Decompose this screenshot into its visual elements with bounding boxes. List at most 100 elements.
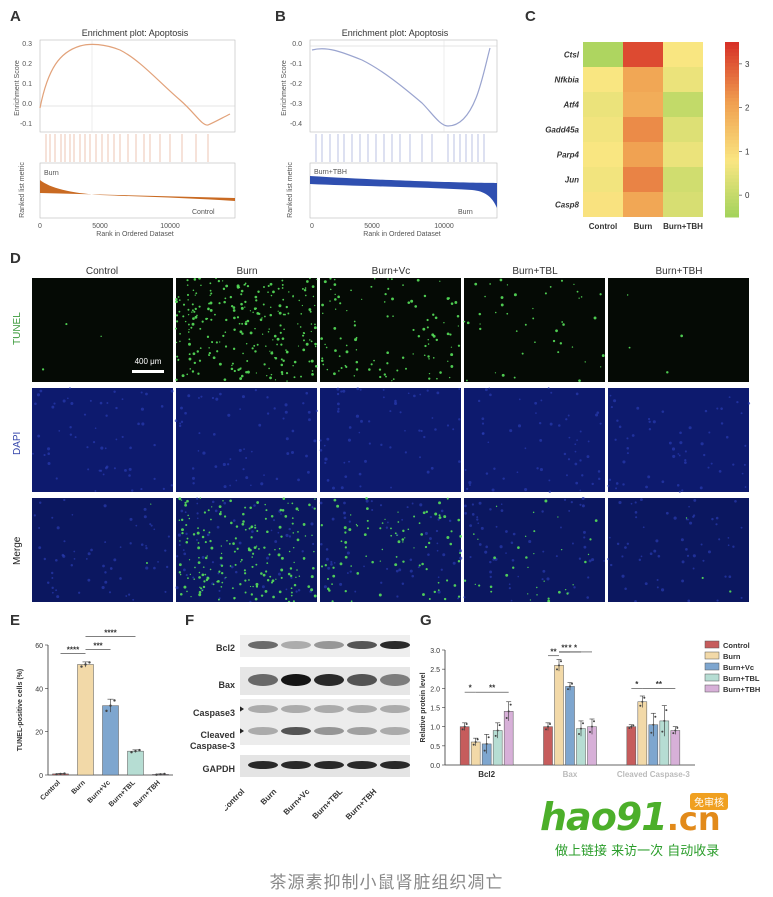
bar xyxy=(554,665,564,766)
tunel-positive-dot xyxy=(220,586,223,588)
nucleus-dot xyxy=(105,414,108,417)
tunel-positive-dot xyxy=(529,599,532,601)
tunel-positive-dot xyxy=(244,572,247,575)
heatmap-row-label: Gadd45a xyxy=(545,126,579,135)
tunel-positive-dot xyxy=(333,372,336,376)
nucleus-dot xyxy=(62,399,66,403)
blot-band xyxy=(347,761,377,769)
tunel-positive-dot xyxy=(232,306,236,309)
nucleus-dot xyxy=(621,555,624,558)
nucleus-dot xyxy=(238,448,242,452)
micrograph-merge xyxy=(320,498,461,602)
tunel-positive-dot xyxy=(557,351,560,354)
tunel-positive-dot xyxy=(188,342,191,346)
tunel-positive-dot xyxy=(280,371,284,374)
tunel-positive-dot xyxy=(333,278,336,281)
blot-band xyxy=(248,727,278,735)
tunel-positive-dot xyxy=(560,548,563,551)
nucleus-dot xyxy=(575,392,579,396)
tunel-positive-dot xyxy=(512,566,515,569)
panel-b-es-curve xyxy=(311,47,491,127)
micrograph-dapi xyxy=(608,388,749,492)
tunel-positive-dot xyxy=(298,575,301,577)
nucleus-dot xyxy=(413,394,416,398)
tunel-positive-dot xyxy=(293,561,295,564)
tunel-positive-dot xyxy=(243,569,246,572)
tunel-positive-dot xyxy=(566,592,569,595)
nucleus-dot xyxy=(699,486,703,490)
nucleus-dot xyxy=(135,524,138,527)
tunel-positive-dot xyxy=(193,361,197,365)
tunel-positive-dot xyxy=(443,322,445,324)
tunel-positive-dot xyxy=(219,341,221,343)
tunel-positive-dot xyxy=(232,347,236,351)
tunel-positive-dot xyxy=(293,583,297,587)
nucleus-dot xyxy=(436,549,439,552)
data-point xyxy=(652,723,655,726)
tunel-positive-dot xyxy=(427,541,431,545)
nucleus-dot xyxy=(500,503,503,506)
tunel-positive-dot xyxy=(285,372,289,375)
tunel-positive-dot xyxy=(280,363,284,367)
nucleus-dot xyxy=(681,560,685,564)
nucleus-dot xyxy=(223,501,227,505)
nucleus-dot xyxy=(700,543,703,546)
panel-b-xlabel: Rank in Ordered Dataset xyxy=(363,231,440,238)
nucleus-dot xyxy=(153,477,156,481)
tunel-positive-dot xyxy=(544,292,547,295)
legend-swatch xyxy=(704,651,720,660)
nucleus-dot xyxy=(426,470,430,474)
significance-label: * xyxy=(568,643,572,652)
heatmap-cell xyxy=(623,117,663,142)
nucleus-dot xyxy=(440,509,444,513)
panel-d-col-control: Control xyxy=(85,266,119,277)
x-tick-label: Burn+Vc xyxy=(86,779,112,805)
nucleus-dot xyxy=(108,591,112,594)
tunel-positive-dot xyxy=(188,357,192,361)
nucleus-dot xyxy=(686,554,690,557)
tunel-positive-dot xyxy=(390,527,392,530)
tunel-positive-dot xyxy=(223,300,226,304)
nucleus-dot xyxy=(452,428,455,431)
nucleus-dot xyxy=(685,518,688,521)
nucleus-dot xyxy=(39,389,43,393)
blot-band xyxy=(248,674,278,686)
legend-swatch xyxy=(704,640,720,649)
nucleus-dot xyxy=(524,487,528,492)
colorbar-tick-label: 0 xyxy=(745,191,750,200)
nucleus-dot xyxy=(170,484,174,487)
nucleus-dot xyxy=(630,502,633,505)
nucleus-dot xyxy=(466,487,469,491)
heatmap-cell xyxy=(623,142,663,167)
legend-swatch xyxy=(704,673,720,682)
bar xyxy=(637,701,648,766)
tunel-positive-dot xyxy=(343,526,347,530)
tunel-positive-dot xyxy=(245,343,248,345)
tunel-positive-dot xyxy=(326,577,330,580)
tunel-positive-dot xyxy=(175,314,179,317)
blot-band xyxy=(380,641,410,649)
bar xyxy=(102,705,119,776)
nucleus-dot xyxy=(386,567,389,570)
nucleus-dot xyxy=(678,490,681,493)
nucleus-dot xyxy=(613,399,617,403)
colorbar-segment xyxy=(725,77,739,81)
tunel-positive-dot xyxy=(191,370,195,373)
tunel-positive-dot xyxy=(313,507,316,510)
nucleus-dot xyxy=(727,537,730,539)
tunel-positive-dot xyxy=(288,291,290,293)
nucleus-dot xyxy=(385,526,389,529)
nucleus-dot xyxy=(597,470,601,473)
tunel-positive-dot xyxy=(295,576,297,579)
nucleus-dot xyxy=(394,399,397,403)
tunel-positive-dot xyxy=(248,579,250,581)
tunel-positive-dot xyxy=(204,541,207,544)
nucleus-dot xyxy=(174,419,178,423)
tunel-positive-dot xyxy=(435,338,439,342)
tunel-positive-dot xyxy=(293,360,297,364)
tunel-positive-dot xyxy=(233,328,236,331)
tunel-positive-dot xyxy=(413,515,416,518)
legend-label: Burn+TBH xyxy=(723,685,760,694)
tunel-positive-dot xyxy=(600,366,602,368)
colorbar-segment xyxy=(725,119,739,123)
